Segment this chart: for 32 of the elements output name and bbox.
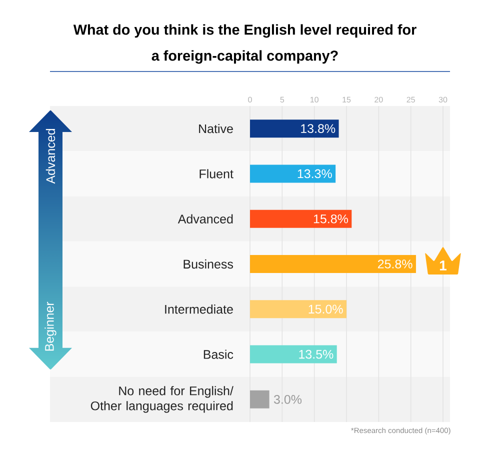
annotation: 1 bbox=[440, 260, 446, 270]
data-label: 13.8% bbox=[301, 124, 336, 134]
bar bbox=[250, 345, 337, 364]
bar bbox=[250, 210, 352, 228]
y-tick-label: Basic bbox=[204, 350, 234, 359]
bar bbox=[250, 120, 339, 138]
x-tick-label: 10 bbox=[310, 96, 318, 102]
data-label: 25.8% bbox=[378, 260, 412, 268]
bar bbox=[250, 300, 346, 318]
text: Advanced bbox=[46, 129, 56, 184]
y-tick-label: Fluent bbox=[200, 169, 234, 178]
bar bbox=[250, 255, 416, 274]
x-tick-label: 25 bbox=[406, 96, 415, 102]
bar bbox=[250, 164, 336, 183]
y-tick-label: Native bbox=[199, 124, 233, 134]
x-tick-label: 30 bbox=[438, 96, 448, 102]
x-tick-label: 5 bbox=[280, 96, 284, 102]
data-label: 15.8% bbox=[314, 214, 348, 224]
data-label: 13.3% bbox=[298, 169, 332, 178]
x-tick-label: 20 bbox=[374, 96, 383, 102]
data-label: 3.0% bbox=[274, 395, 302, 404]
chart-title: What do you think is the English level required for a foreign-capital company? bbox=[73, 24, 416, 64]
bar bbox=[250, 390, 270, 408]
y-tick-label: Advanced bbox=[178, 214, 233, 224]
x-tick-label: 0 bbox=[248, 96, 252, 102]
text: Beginner bbox=[44, 302, 56, 351]
y-tick-label: Intermediate bbox=[165, 304, 233, 314]
data-label: 15.0% bbox=[308, 304, 343, 314]
x-tick-label: 15 bbox=[342, 96, 351, 102]
y-tick-label: Business bbox=[184, 259, 234, 269]
data-label: 13.5% bbox=[299, 350, 334, 359]
y-tick-label: No need for English/ Other languages required bbox=[90, 386, 234, 413]
